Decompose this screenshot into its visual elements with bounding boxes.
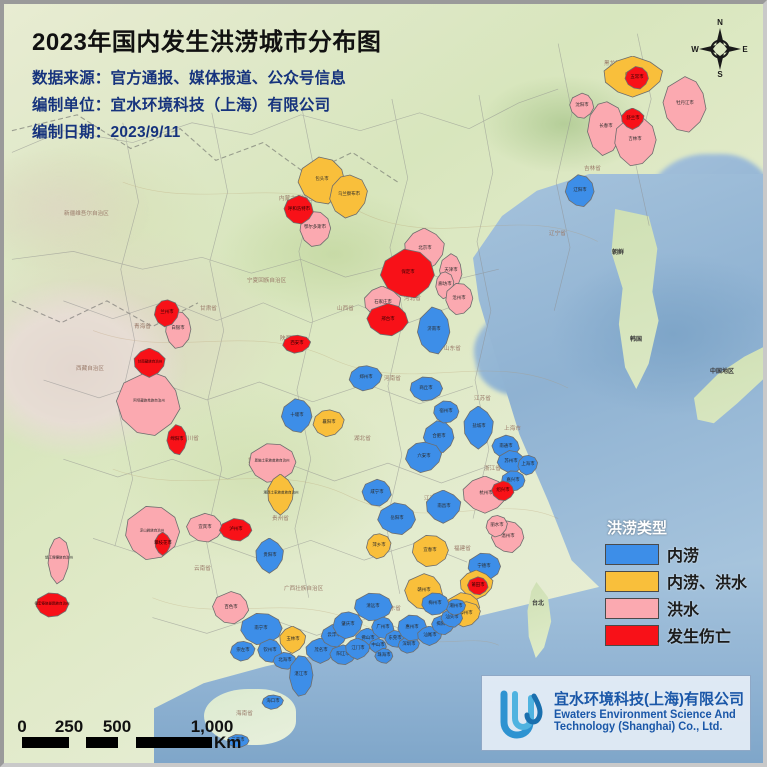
- flood-region[interactable]: 乌兰察布市: [326, 172, 372, 220]
- water-drop-logo-icon: [490, 684, 548, 742]
- flood-region[interactable]: 六安市: [402, 440, 446, 474]
- map-header: 2023年国内发生洪涝城市分布图 数据来源：官方通报、媒体报道、公众号信息 编制…: [32, 22, 381, 147]
- flood-region[interactable]: 怒江傈僳族自治州: [45, 534, 73, 586]
- legend-swatch: [604, 543, 659, 565]
- flood-region[interactable]: 绵阳市: [166, 424, 188, 456]
- flood-region[interactable]: 梅州市: [420, 592, 450, 616]
- legend-swatch: [604, 597, 659, 619]
- flood-region[interactable]: 郑州市: [346, 364, 386, 392]
- legend-item: 内涝、洪水: [604, 569, 747, 593]
- flood-region[interactable]: 绍兴市: [490, 480, 516, 502]
- flood-region[interactable]: 凉山彝族自治州: [122, 504, 182, 562]
- legend-items: 内涝内涝、洪水洪水发生伤亡: [604, 542, 747, 647]
- flood-region[interactable]: 保定市: [378, 248, 438, 300]
- flood-region[interactable]: 珠海市: [374, 648, 394, 664]
- flood-region[interactable]: 攀枝花市: [154, 532, 172, 556]
- legend-title: 洪涝类型: [606, 520, 667, 537]
- scale-tick: 1,000: [190, 717, 234, 736]
- flood-region[interactable]: 邢台市: [364, 302, 412, 338]
- flood-region[interactable]: 西安市: [280, 334, 314, 354]
- flood-region[interactable]: 海口市: [260, 694, 286, 710]
- legend-label: 内涝、洪水: [666, 575, 747, 592]
- flood-region[interactable]: 泸州市: [218, 518, 254, 542]
- page-title: 2023年国内发生洪涝城市分布图: [32, 29, 382, 56]
- legend: 洪涝类型 内涝内涝、洪水洪水发生伤亡: [597, 513, 753, 656]
- compass-rose-icon: N S W E: [691, 16, 749, 79]
- flood-region[interactable]: 舒兰市: [620, 108, 646, 130]
- flood-region[interactable]: 呼和浩特市: [282, 194, 316, 226]
- legend-swatch: [604, 570, 659, 592]
- company-name-en-line2: Technology (Shanghai) Co., Ltd.: [554, 721, 723, 734]
- scale-tick: 250: [54, 717, 84, 736]
- scale-segment: [86, 737, 118, 748]
- flood-region[interactable]: 湘西土家族苗族自治州: [264, 474, 299, 516]
- flood-region[interactable]: 济南市: [416, 306, 452, 356]
- meta-organization: 编制单位：宜水环境科技（上海）有限公司: [32, 97, 331, 114]
- flood-region[interactable]: 德宏傣族景颇族自治州: [34, 592, 70, 618]
- flood-region[interactable]: 商丘市: [408, 376, 444, 402]
- flood-region[interactable]: 南昌市: [424, 490, 464, 524]
- xinjiang-basin-shading: [4, 124, 214, 294]
- company-logo-text: 宜水环境科技(上海)有限公司 Ewaters Environment Scien…: [554, 690, 744, 735]
- flood-region[interactable]: 兰州市: [152, 298, 182, 328]
- scale-unit-label: Km: [214, 733, 242, 752]
- flood-region[interactable]: 沈阳市: [568, 92, 596, 120]
- flood-region[interactable]: 贵阳市: [254, 538, 286, 574]
- legend-label: 内涝: [666, 548, 699, 565]
- company-name-en-line1: Ewaters Environment Science And: [554, 708, 736, 721]
- legend-item: 洪水: [604, 596, 747, 620]
- legend-label: 发生伤亡: [666, 629, 731, 646]
- legend-label: 洪水: [666, 602, 699, 619]
- flood-region[interactable]: 萍乡市: [364, 532, 394, 560]
- legend-item: 内涝: [604, 542, 747, 566]
- scale-segment: [136, 737, 212, 748]
- flood-region[interactable]: 襄阳市: [310, 408, 348, 438]
- flood-region[interactable]: 宜春市: [410, 534, 450, 568]
- scale-bar: 0 250 500 1,000 Km: [17, 717, 247, 752]
- scale-bar-graphic: [22, 737, 212, 749]
- flood-region[interactable]: 辽阳市: [564, 174, 596, 208]
- flood-region[interactable]: 丽水市: [484, 514, 510, 538]
- scale-tick: 500: [102, 717, 132, 736]
- flood-region[interactable]: 莆田市: [466, 576, 490, 596]
- flood-region[interactable]: 十堰市: [280, 398, 314, 434]
- flood-region[interactable]: 岳阳市: [376, 502, 418, 536]
- scale-tick: 0: [17, 717, 27, 736]
- flood-region[interactable]: 宿州市: [432, 400, 460, 424]
- meta-data-source: 数据来源：官方通报、媒体报道、公众号信息: [32, 70, 347, 87]
- flood-region[interactable]: 五常市: [624, 66, 650, 90]
- svg-text:S: S: [717, 70, 723, 78]
- scale-segment: [22, 737, 69, 748]
- company-name-cn: 宜水环境科技(上海)有限公司: [554, 690, 744, 708]
- svg-text:E: E: [742, 45, 748, 54]
- taiwan-island: [527, 582, 552, 658]
- svg-text:N: N: [717, 18, 723, 27]
- map-canvas[interactable]: 新疆维吾尔自治区西藏自治区青海省甘肃省内蒙古自治区宁夏回族自治区陕西省山西省河北…: [4, 4, 763, 763]
- legend-swatch: [604, 624, 659, 646]
- svg-text:W: W: [691, 45, 699, 54]
- company-logo-block: 宜水环境科技(上海)有限公司 Ewaters Environment Scien…: [481, 675, 751, 751]
- scale-tick-labels: 0 250 500 1,000: [17, 717, 247, 737]
- flood-region[interactable]: 甘南藏族自治州: [132, 348, 168, 378]
- legend-item: 发生伤亡: [604, 623, 747, 647]
- flood-region[interactable]: 崇左市: [228, 640, 258, 662]
- meta-compiled-date: 编制日期：2023/9/11: [32, 124, 181, 141]
